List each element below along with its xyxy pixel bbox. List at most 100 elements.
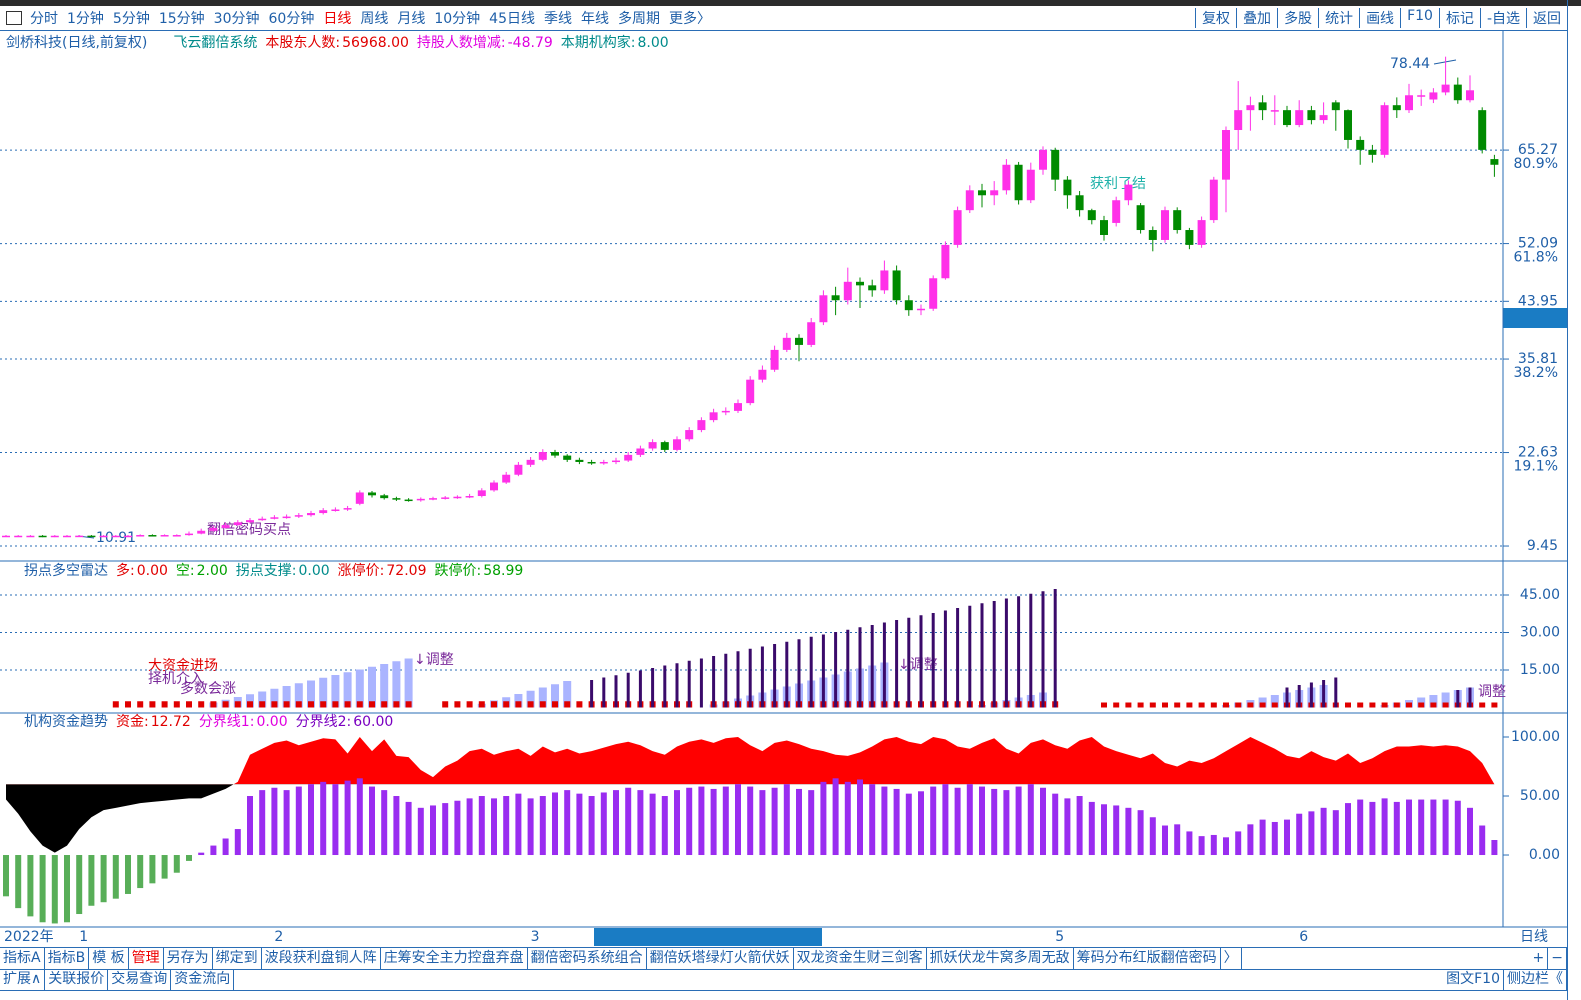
indicator-tab[interactable]: 模 板: [89, 948, 129, 969]
indicator-tab[interactable]: 指标A: [0, 948, 45, 969]
bar: [966, 784, 973, 856]
bar: [1259, 702, 1266, 708]
bar: [356, 778, 363, 856]
tab-button[interactable]: −: [1548, 948, 1567, 969]
tool-button[interactable]: F10: [1400, 8, 1439, 28]
status-tab[interactable]: 交易查询: [108, 969, 172, 990]
indicator-tab[interactable]: 绑定到: [213, 948, 262, 969]
bar: [356, 701, 363, 708]
candle-body: [1441, 84, 1450, 93]
tool-button[interactable]: 画线: [1359, 8, 1400, 28]
indicator-tab[interactable]: 翻倍密码系统组合: [528, 948, 647, 969]
status-tab[interactable]: 扩展∧: [0, 969, 46, 990]
period-tab[interactable]: 多周期: [617, 11, 660, 27]
bar: [1454, 800, 1461, 856]
bar: [930, 786, 937, 856]
bar: [918, 791, 924, 856]
period-tab[interactable]: 月线: [397, 11, 426, 27]
bar: [1052, 793, 1059, 856]
candle-body: [465, 496, 474, 498]
bar: [783, 784, 790, 856]
period-tab[interactable]: 10分钟: [434, 11, 481, 27]
period-tab[interactable]: 日线: [323, 11, 352, 27]
candle-body: [477, 490, 486, 497]
candle-body: [1466, 90, 1474, 101]
bar: [576, 701, 583, 708]
candle-body: [26, 535, 35, 538]
indicator-tab[interactable]: 管理: [129, 948, 164, 969]
indicator-tab[interactable]: 波段获利盘铜人阵: [262, 948, 381, 969]
candle-body: [270, 517, 279, 519]
candle-body: [880, 270, 889, 291]
candle-body: [953, 210, 962, 245]
fib-label: 19.1%: [1514, 459, 1558, 475]
bar: [564, 790, 571, 856]
indicator-tab[interactable]: 另存为: [164, 948, 213, 969]
menu-icon[interactable]: [6, 11, 22, 25]
bar: [588, 796, 595, 856]
period-tab[interactable]: 60分钟: [268, 11, 315, 27]
bar: [722, 786, 729, 856]
bar: [637, 790, 644, 856]
period-tab[interactable]: 1分钟: [67, 11, 104, 27]
indicator-tab[interactable]: 〉: [1221, 948, 1242, 969]
indicator-tab[interactable]: 翻倍妖塔绿灯火箭伏妖: [647, 948, 794, 969]
candle-body: [1453, 84, 1462, 101]
candle-body: [1197, 220, 1206, 245]
bar: [1210, 702, 1217, 708]
bar: [491, 701, 497, 708]
period-tab[interactable]: 年线: [580, 11, 609, 27]
bar: [478, 701, 485, 708]
tool-button[interactable]: 复权: [1195, 8, 1236, 28]
indicator-tab[interactable]: 庄筹安全主力控盘弃盘: [381, 948, 528, 969]
bar: [1088, 801, 1095, 856]
tool-button[interactable]: 叠加: [1236, 8, 1277, 28]
candle-body: [1331, 102, 1340, 111]
bar: [625, 787, 632, 856]
period-tab[interactable]: 分时: [30, 11, 58, 27]
bar: [1491, 840, 1498, 856]
status-button[interactable]: 侧边栏《: [1504, 969, 1567, 990]
period-tab[interactable]: 5分钟: [112, 11, 150, 27]
indicator-tab[interactable]: 指标B: [45, 948, 90, 969]
indicator-tab[interactable]: 双龙资金生财三剑客: [794, 948, 927, 969]
status-button[interactable]: 图文F10: [1443, 969, 1504, 990]
bar: [405, 801, 412, 856]
status-tab[interactable]: 资金流向: [171, 969, 235, 990]
period-tab[interactable]: 30分钟: [213, 11, 260, 27]
bar: [1456, 690, 1460, 708]
period-tab[interactable]: 周线: [360, 11, 389, 27]
period-tab[interactable]: 更多〉: [668, 11, 711, 27]
bar: [295, 701, 302, 708]
bar: [602, 677, 606, 708]
tool-button[interactable]: -自选: [1479, 8, 1526, 28]
bar: [1369, 801, 1376, 856]
bar: [1235, 831, 1242, 856]
period-tab[interactable]: 45日线: [489, 11, 535, 27]
tool-button[interactable]: 多股: [1277, 8, 1318, 28]
indicator-tab[interactable]: 筹码分布红版翻倍密码: [1074, 948, 1221, 969]
bar: [1125, 807, 1132, 856]
bar: [1441, 692, 1450, 708]
bar: [834, 632, 838, 708]
status-tab[interactable]: 关联报价: [45, 969, 109, 990]
indicator-tab[interactable]: 抓妖伏龙牛窝多周无敌: [927, 948, 1074, 969]
bar: [514, 694, 523, 708]
tool-button[interactable]: 统计: [1318, 8, 1359, 28]
period-tab[interactable]: 季线: [543, 11, 572, 27]
candle-body: [1380, 105, 1389, 155]
bar: [344, 780, 351, 856]
candle-body: [197, 530, 206, 534]
tool-button[interactable]: 返回: [1526, 8, 1567, 28]
candle-body: [319, 510, 328, 514]
bar: [1270, 695, 1279, 708]
bar: [1406, 702, 1412, 708]
tool-button[interactable]: 标记: [1438, 8, 1480, 28]
period-tab[interactable]: 15分钟: [158, 11, 205, 27]
scrollbar[interactable]: [594, 928, 822, 946]
bar: [491, 798, 497, 856]
candle-body: [660, 442, 669, 450]
tab-button[interactable]: +: [1530, 948, 1549, 969]
panel-label: 资金:: [116, 714, 149, 730]
toolbar: 分时 1分钟 5分钟 15分钟 30分钟 60分钟 日线 周线 月线 10分钟 45日线 季线 年线 多周…: [0, 6, 1567, 31]
